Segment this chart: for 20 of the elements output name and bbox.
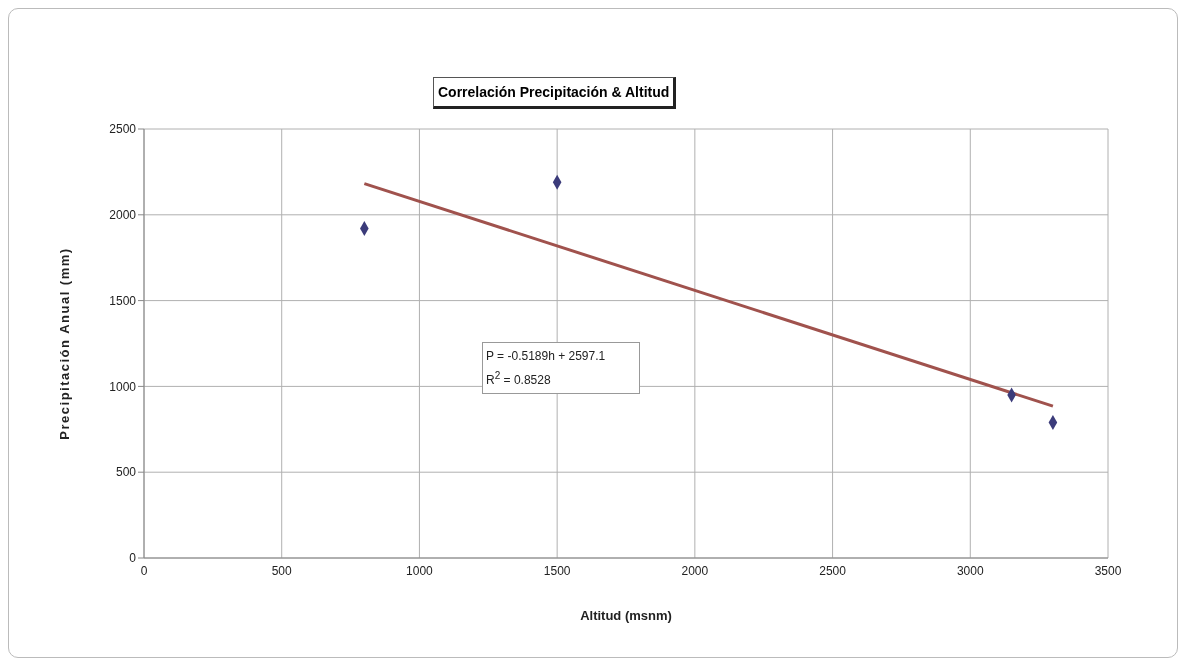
x-tick-label: 1000 xyxy=(406,563,434,578)
y-tick-label: 2000 xyxy=(109,208,137,223)
annotation: P = -0.5189h + 2597.1 xyxy=(486,348,607,365)
y-tick-label: 1000 xyxy=(109,379,137,394)
y-tick-label: 0 xyxy=(129,551,137,566)
annotation: R$^{2}$ = 0.8528 xyxy=(486,369,552,389)
chart-title: Correlación Precipitación & Altitud xyxy=(433,77,677,109)
x-tick-label: 500 xyxy=(271,563,293,578)
equation-box: P = -0.5189h + 2597.1 R$^{2}$ = 0.8528 xyxy=(482,342,640,394)
y-axis-title: Precipitación Anual (mm) xyxy=(56,247,72,440)
x-tick-label: 2500 xyxy=(819,563,847,578)
x-tick-label: 2000 xyxy=(681,563,709,578)
y-tick-label: 500 xyxy=(115,465,137,480)
y-tick-label: 1500 xyxy=(109,293,137,308)
x-tick-label: 1500 xyxy=(543,563,571,578)
x-tick-label: 3500 xyxy=(1094,563,1122,578)
x-tick-label: 0 xyxy=(140,563,148,578)
y-tick-label: 2500 xyxy=(109,122,137,137)
x-axis-title: Altitud (msnm) xyxy=(580,608,672,623)
x-tick-label: 3000 xyxy=(956,563,984,578)
